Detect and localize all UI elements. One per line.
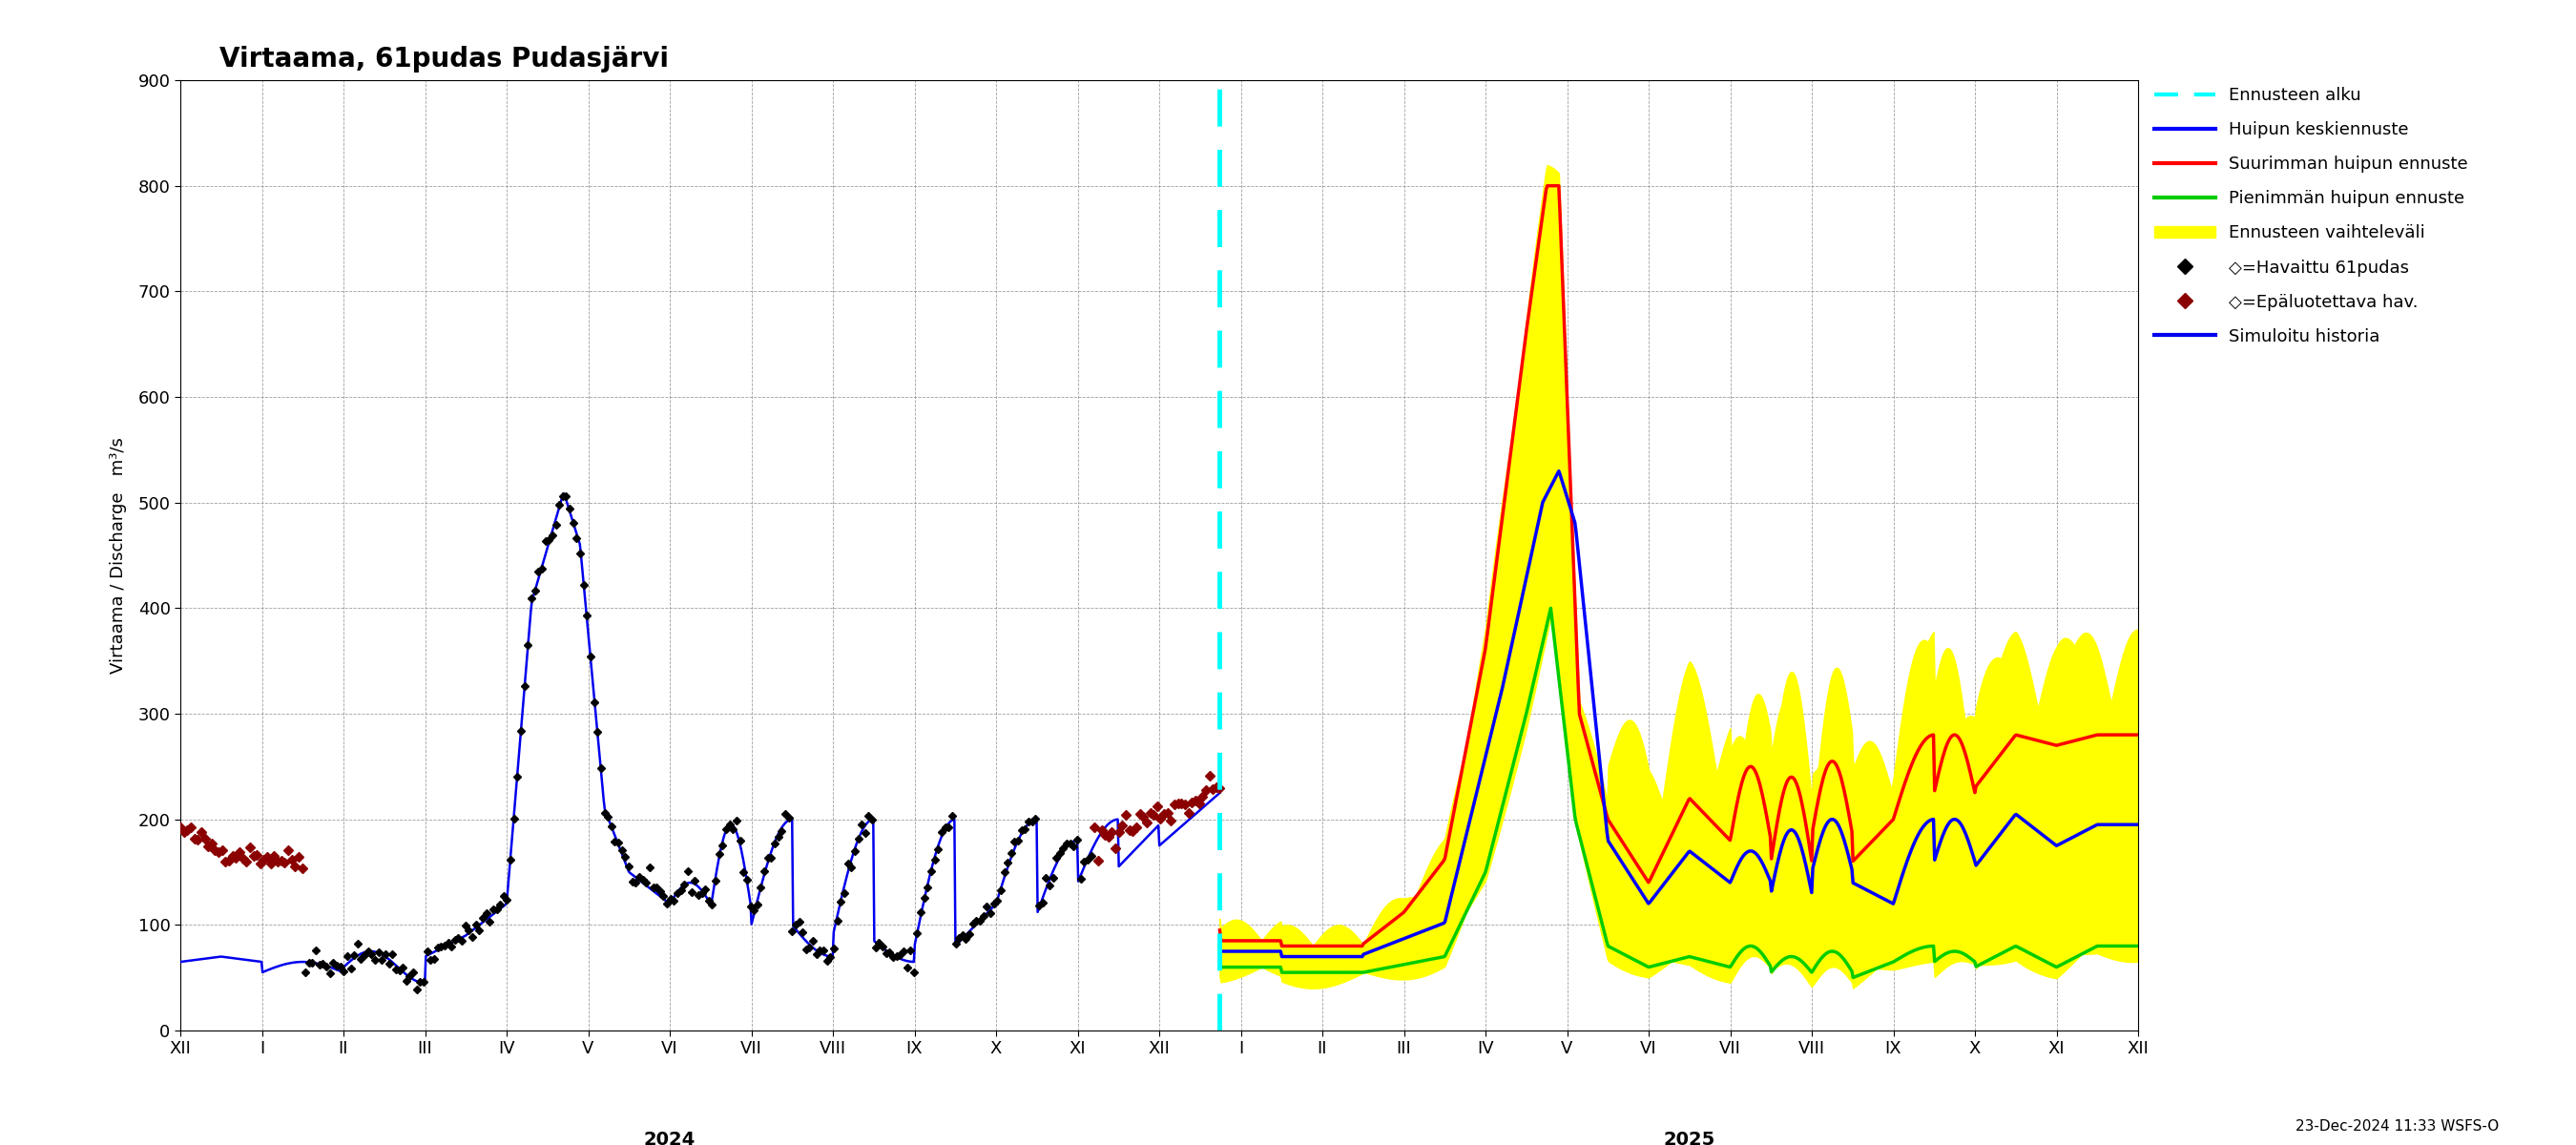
Legend: Ennusteen alku, Huipun keskiennuste, Suurimman huipun ennuste, Pienimmän huipun : Ennusteen alku, Huipun keskiennuste, Suu… (2148, 80, 2476, 352)
Text: 2025: 2025 (1664, 1131, 1716, 1145)
Text: 2024: 2024 (644, 1131, 696, 1145)
Y-axis label: Virtaama / Discharge   m³/s: Virtaama / Discharge m³/s (111, 437, 126, 673)
Text: Virtaama, 61pudas Pudasjärvi: Virtaama, 61pudas Pudasjärvi (219, 46, 670, 72)
Text: 23-Dec-2024 11:33 WSFS-O: 23-Dec-2024 11:33 WSFS-O (2295, 1120, 2499, 1134)
